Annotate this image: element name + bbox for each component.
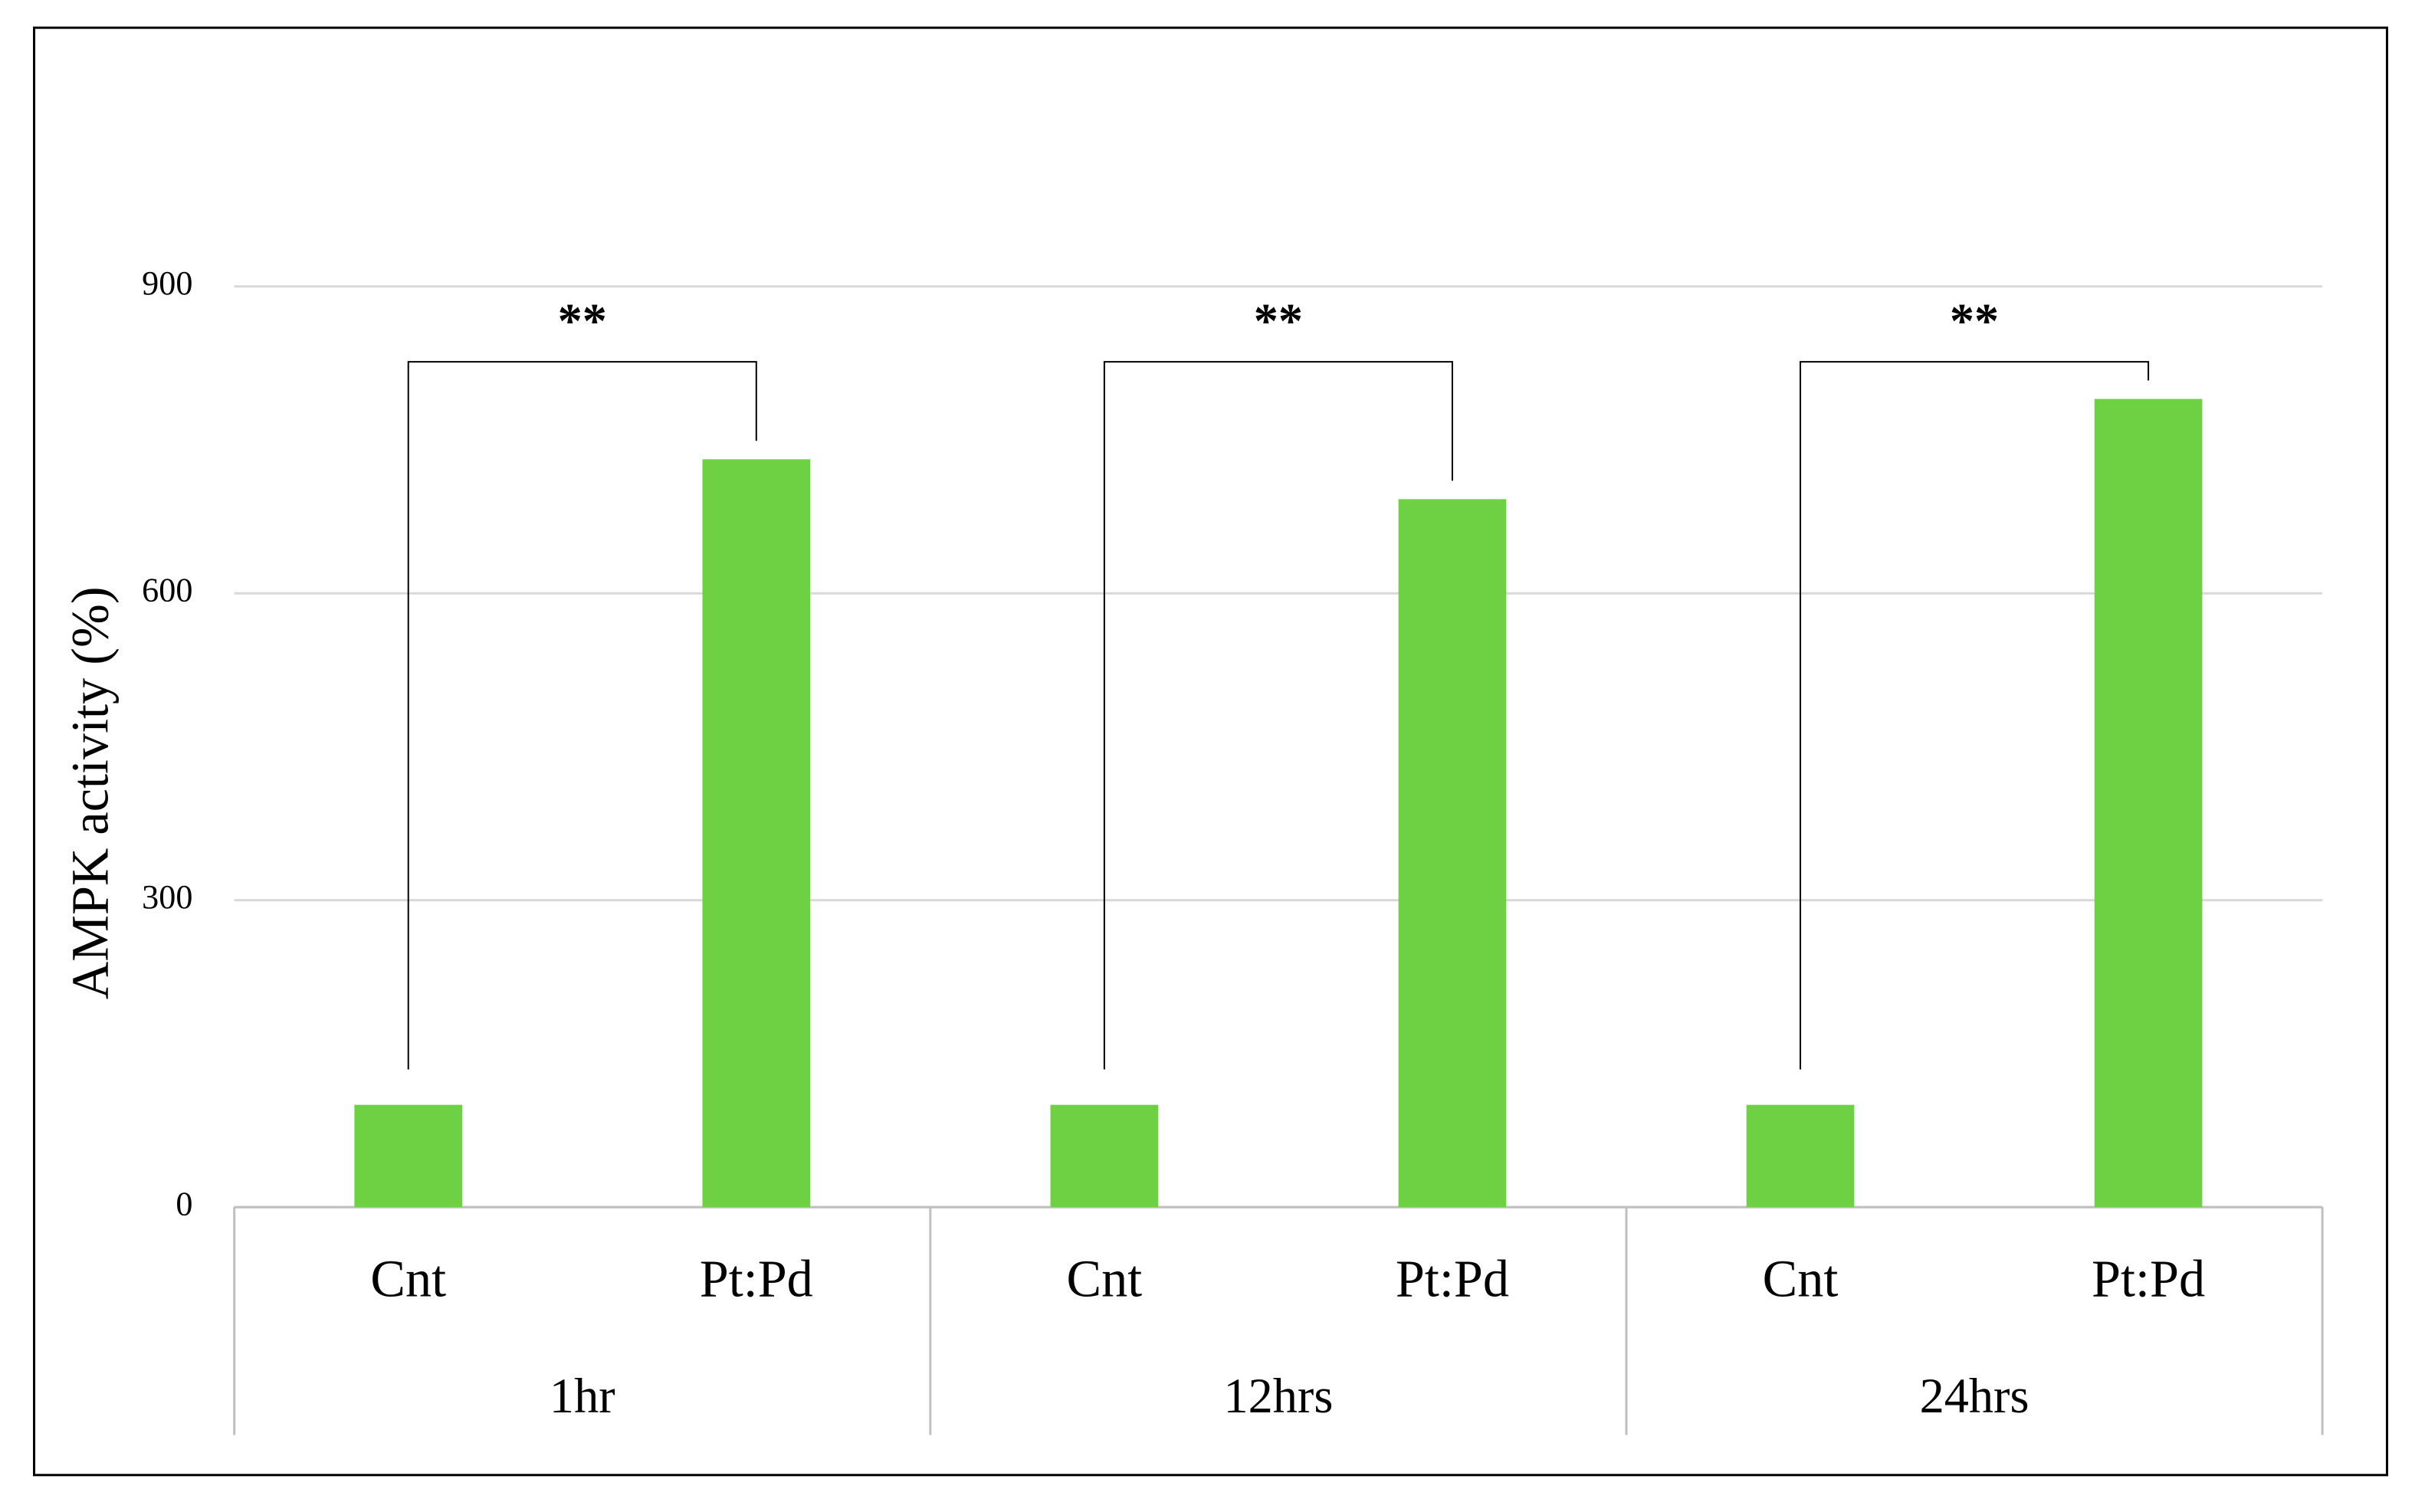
y-tick-label: 600 xyxy=(142,571,192,608)
bar xyxy=(1050,1104,1159,1208)
x-tick-label: Pt:Pd xyxy=(1396,1249,1509,1307)
bar xyxy=(702,459,811,1208)
significance-bracket xyxy=(407,361,757,1070)
frame xyxy=(33,26,2389,1477)
significance-label: ** xyxy=(1950,294,1999,349)
x-tick-label: Cnt xyxy=(1067,1249,1143,1307)
y-axis-label: AMPK activity (%) xyxy=(61,586,120,999)
y-tick-label: 900 xyxy=(142,264,192,302)
x-tick-label: Cnt xyxy=(1763,1249,1839,1307)
x-tick-label: Pt:Pd xyxy=(2092,1249,2205,1307)
x-tick-label: Cnt xyxy=(370,1249,446,1307)
significance-bracket xyxy=(1800,361,2150,1070)
significance-label: ** xyxy=(1254,294,1303,349)
group-label: 1hr xyxy=(550,1369,615,1423)
bar xyxy=(2094,398,2203,1208)
significance-bracket xyxy=(1103,361,1453,1070)
group-label: 24hrs xyxy=(1920,1369,2029,1423)
significance-label: ** xyxy=(558,294,607,349)
bar xyxy=(1398,499,1507,1208)
y-tick-label: 300 xyxy=(142,878,192,916)
x-tick-label: Pt:Pd xyxy=(700,1249,813,1307)
bar xyxy=(1746,1104,1855,1208)
y-tick-label: 0 xyxy=(176,1185,192,1222)
bar xyxy=(354,1104,463,1208)
group-label: 12hrs xyxy=(1223,1369,1333,1423)
